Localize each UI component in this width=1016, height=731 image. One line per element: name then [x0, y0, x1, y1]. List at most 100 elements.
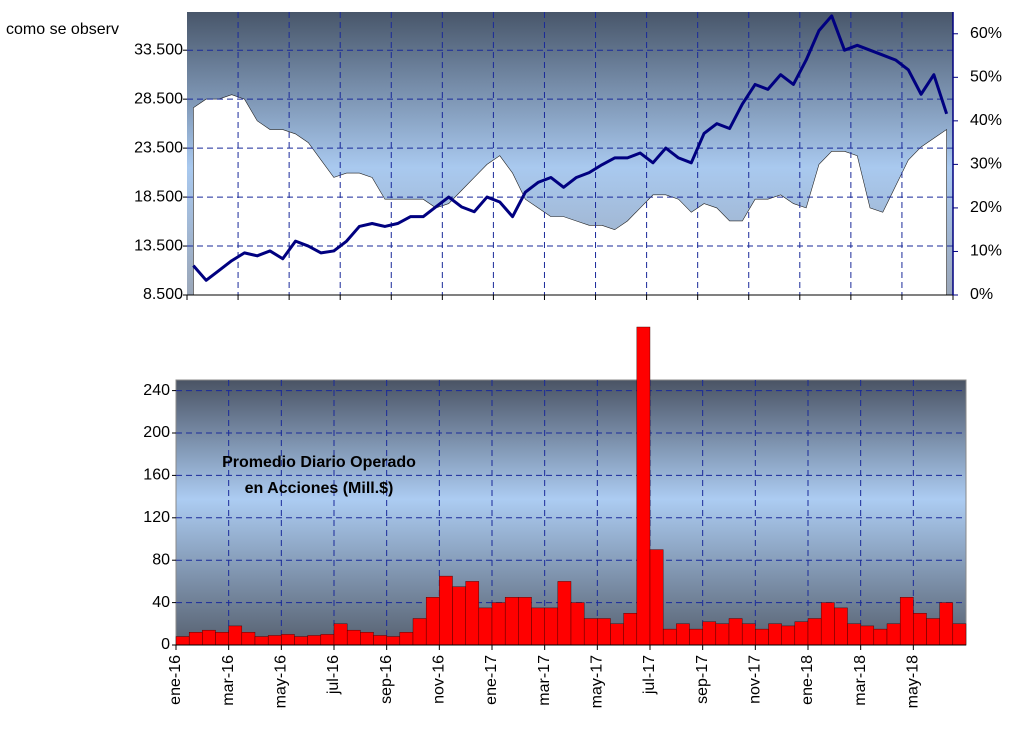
- bar: [188, 632, 203, 646]
- x-tick-label: may-16: [273, 655, 290, 708]
- y-tick-label: 28.500: [134, 90, 183, 107]
- bar: [926, 618, 940, 646]
- y2-tick-label: 50%: [970, 69, 1002, 86]
- x-tick-label: sep-17: [694, 655, 711, 704]
- bar: [649, 549, 664, 646]
- bar: [820, 602, 835, 646]
- bar: [847, 623, 861, 646]
- y-tick-label: 240: [143, 382, 170, 399]
- bar: [228, 625, 243, 646]
- y-tick-label: 13.500: [134, 237, 183, 254]
- bar: [241, 632, 256, 646]
- bar: [583, 618, 598, 646]
- bar: [373, 635, 387, 646]
- bar: [399, 632, 414, 646]
- y-tick-label: 200: [143, 424, 170, 441]
- bar: [899, 597, 914, 646]
- x-tick-label: mar-17: [536, 655, 553, 706]
- bar: [294, 636, 308, 646]
- y-tick-label: 40: [152, 594, 170, 611]
- x-tick-label: ene-18: [799, 655, 816, 705]
- bar: [676, 623, 690, 646]
- bar: [636, 326, 651, 646]
- bar: [320, 634, 335, 646]
- y-tick-label: 33.500: [134, 41, 183, 58]
- bar: [728, 618, 743, 646]
- x-tick-label: mar-16: [220, 655, 237, 706]
- bar: [452, 586, 466, 646]
- bar: [202, 629, 216, 646]
- x-tick-label: mar-18: [852, 655, 869, 706]
- bar: [689, 628, 703, 646]
- y-tick-label: 160: [143, 467, 170, 484]
- bar: [333, 623, 348, 646]
- bar: [425, 597, 440, 646]
- y-tick-label: 8.500: [143, 286, 183, 303]
- x-tick-label: may-18: [905, 655, 922, 708]
- bar: [741, 623, 756, 646]
- bar: [952, 623, 967, 646]
- bar: [465, 581, 480, 646]
- bar: [557, 581, 572, 646]
- bar: [755, 628, 769, 646]
- bar: [623, 613, 638, 646]
- bar: [544, 607, 559, 646]
- y-tick-label: 18.500: [134, 188, 183, 205]
- annotation: como se observ: [6, 21, 119, 38]
- bar: [807, 618, 822, 646]
- bar: [913, 613, 927, 646]
- bar: [715, 623, 730, 646]
- bar: [267, 635, 282, 646]
- x-tick-label: nov-17: [747, 655, 764, 704]
- bar: [939, 602, 954, 646]
- x-tick-label: jul-16: [325, 655, 342, 695]
- bar: [346, 629, 361, 646]
- x-tick-label: ene-17: [483, 655, 500, 705]
- bar: [491, 602, 506, 646]
- chart-title: en Acciones (Mill.$): [245, 480, 394, 497]
- y2-tick-label: 20%: [970, 199, 1002, 216]
- y-tick-label: 80: [152, 551, 170, 568]
- bar: [478, 607, 493, 646]
- bar: [254, 636, 269, 646]
- bar: [386, 636, 401, 646]
- bar: [662, 628, 677, 646]
- y-tick-label: 0: [161, 636, 170, 653]
- y2-tick-label: 60%: [970, 25, 1002, 42]
- bar: [281, 634, 295, 646]
- bar: [570, 602, 585, 646]
- bar: [518, 597, 532, 646]
- line: [192, 14, 949, 282]
- y-tick-label: 120: [143, 509, 170, 526]
- x-tick-label: jul-17: [641, 655, 658, 695]
- x-tick-label: ene-16: [167, 655, 184, 705]
- bar: [215, 632, 229, 646]
- bar: [360, 632, 374, 646]
- bar: [794, 621, 809, 646]
- bar: [834, 607, 848, 646]
- bar: [610, 623, 624, 646]
- bar: [531, 607, 545, 646]
- y2-tick-label: 10%: [970, 243, 1002, 260]
- y-tick-label: 23.500: [134, 139, 183, 156]
- bar: [886, 623, 901, 646]
- x-tick-label: nov-16: [431, 655, 448, 704]
- y2-tick-label: 40%: [970, 112, 1002, 129]
- y2-tick-label: 0%: [970, 286, 993, 303]
- bar: [412, 618, 427, 646]
- chart-title: Promedio Diario Operado: [222, 454, 416, 471]
- y2-tick-label: 30%: [970, 156, 1002, 173]
- bar: [768, 623, 782, 646]
- bar: [175, 636, 190, 646]
- bar: [781, 625, 796, 646]
- x-tick-label: may-17: [589, 655, 606, 708]
- bar: [860, 625, 875, 646]
- bar: [873, 628, 888, 646]
- bar: [597, 618, 611, 646]
- bar: [702, 621, 717, 646]
- bar: [307, 635, 322, 646]
- bar: [504, 597, 519, 646]
- bar: [439, 575, 453, 646]
- x-tick-label: sep-16: [378, 655, 395, 704]
